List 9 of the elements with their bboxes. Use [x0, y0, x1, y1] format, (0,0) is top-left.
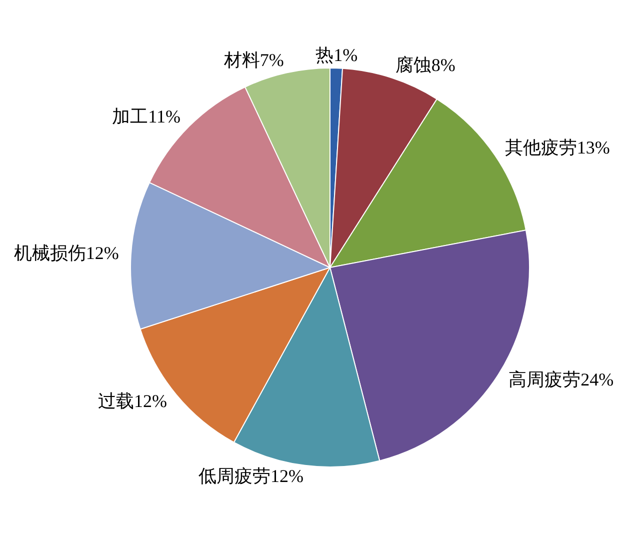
slice-label: 其他疲劳13%	[504, 137, 610, 158]
slice-label: 机械损伤12%	[14, 242, 119, 263]
slice-label: 材料7%	[222, 50, 284, 70]
slice-label: 热1%	[316, 44, 358, 65]
slice-label: 低周疲劳12%	[198, 466, 304, 486]
slice-label: 高周疲劳24%	[508, 370, 614, 390]
slice-label: 过载12%	[98, 391, 168, 412]
slice-label: 加工11%	[112, 106, 180, 127]
slice-label: 腐蚀8%	[395, 55, 456, 76]
